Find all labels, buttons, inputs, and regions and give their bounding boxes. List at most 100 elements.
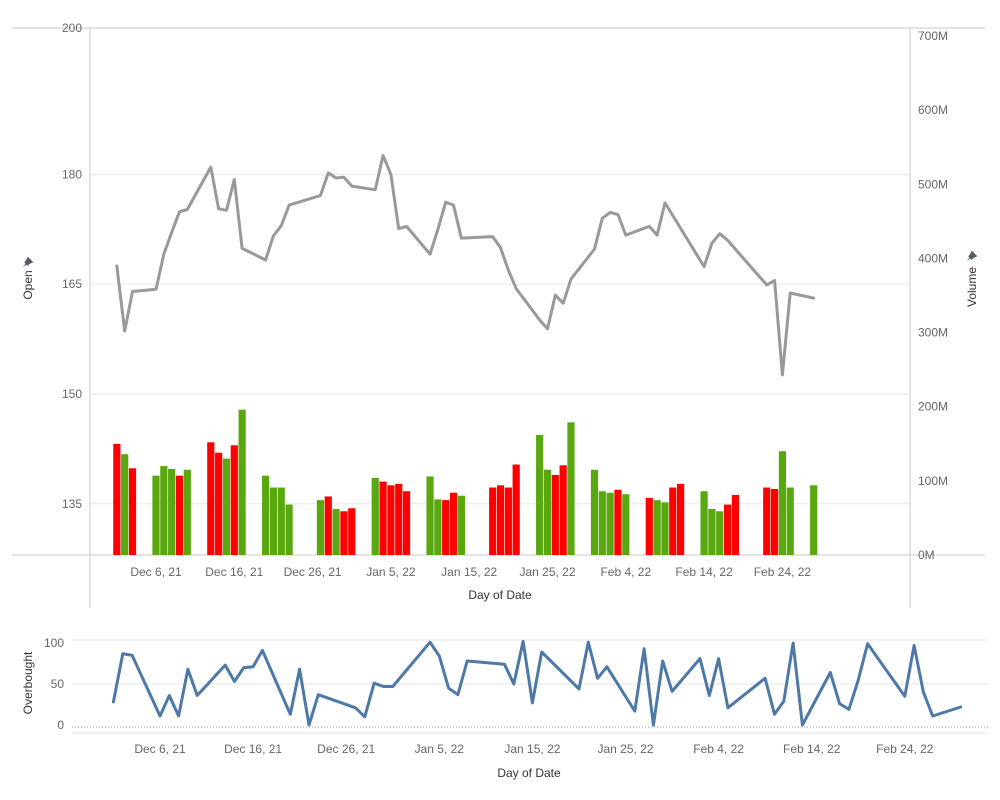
y-tick-label-left: 200 <box>62 21 82 35</box>
volume-bar <box>324 496 332 555</box>
volume-bar <box>332 509 340 555</box>
y-tick-label: 100 <box>44 636 64 650</box>
volume-bar <box>113 443 121 555</box>
x-tick-label: Jan 25, 22 <box>519 565 575 579</box>
x-tick-label: Dec 16, 21 <box>224 742 282 756</box>
x-tick-label: Jan 25, 22 <box>597 742 653 756</box>
volume-bar <box>567 422 575 555</box>
y-tick-label-left: 180 <box>62 167 82 181</box>
pin-icon[interactable] <box>20 256 34 270</box>
volume-bars <box>113 409 818 555</box>
x-tick-label: Jan 5, 22 <box>415 742 465 756</box>
pin-shape <box>22 256 34 268</box>
open-line-path <box>115 153 816 377</box>
volume-bar <box>371 477 379 555</box>
y-tick-label-right: 600M <box>918 103 948 117</box>
x-tick-label: Feb 14, 22 <box>675 565 733 579</box>
y-tick-label-right: 300M <box>918 326 948 340</box>
volume-bar <box>160 466 168 555</box>
volume-bar <box>810 485 818 555</box>
volume-bar <box>496 485 505 555</box>
volume-bar <box>598 491 606 555</box>
volume-bar <box>207 442 215 555</box>
volume-bar <box>770 489 779 555</box>
volume-bar <box>622 494 630 555</box>
volume-bar <box>442 500 450 555</box>
volume-bar <box>222 458 231 555</box>
x-tick-label: Feb 24, 22 <box>876 742 934 756</box>
volume-bar <box>536 434 544 555</box>
volume-bar <box>731 494 740 555</box>
volume-bar <box>269 487 278 555</box>
volume-bar <box>175 475 184 555</box>
volume-bar <box>434 499 442 555</box>
y-axis-title-volume: Volume <box>965 267 979 307</box>
y-tick-label-left: 165 <box>62 277 82 291</box>
overbought-line <box>111 639 963 727</box>
volume-bar <box>457 495 465 555</box>
overbought-chart: 100 50 0 Dec 6, 21 Dec 16, 21 Dec 26, 21 Jan 5… <box>21 636 988 780</box>
x-tick-label: Dec 26, 21 <box>284 565 342 579</box>
tick-labels: 100 50 0 Dec 6, 21 Dec 16, 21 Dec 26, 21 Jan 5… <box>44 636 934 756</box>
volume-bar <box>121 454 129 555</box>
volume-bar <box>653 500 661 555</box>
volume-bar <box>285 504 293 555</box>
x-tick-label: Jan 15, 22 <box>441 565 497 579</box>
volume-bar <box>402 491 411 555</box>
y-axis-title-open: Open <box>21 270 35 299</box>
volume-bar <box>387 485 395 555</box>
volume-bar <box>778 451 786 555</box>
volume-bar <box>763 487 771 555</box>
x-tick-label: Dec 6, 21 <box>134 742 186 756</box>
volume-bar <box>379 481 387 555</box>
volume-bar <box>128 468 137 555</box>
volume-bar <box>723 504 732 555</box>
volume-bar <box>716 511 724 555</box>
y-tick-label-right: 0M <box>918 548 935 562</box>
y-axis-title-overbought: Overbought <box>21 651 35 714</box>
pin-icon[interactable] <box>964 250 978 264</box>
volume-bar <box>590 469 599 555</box>
volume-bar <box>661 502 669 555</box>
volume-bar <box>348 508 356 555</box>
volume-bar <box>395 483 403 555</box>
volume-bar <box>489 487 497 555</box>
volume-bar <box>238 409 246 555</box>
x-tick-label: Dec 6, 21 <box>130 565 182 579</box>
y-tick-label-left: 135 <box>62 497 82 511</box>
volume-bar <box>700 491 708 555</box>
y-tick-label-left: 150 <box>62 387 82 401</box>
volume-bar <box>316 500 325 555</box>
volume-bar <box>551 474 559 555</box>
overbought-line-path <box>111 639 963 727</box>
y-tick-label-right: 500M <box>918 177 948 191</box>
volume-bar <box>230 445 238 555</box>
volume-bar <box>426 476 434 555</box>
x-axis-title: Day of Date <box>497 766 561 780</box>
gridlines <box>90 27 910 505</box>
tick-labels: 200 180 165 150 135 0M 100M 200M 300M 400M 500M 600… <box>62 21 948 579</box>
x-tick-label: Jan 5, 22 <box>366 565 416 579</box>
volume-bar <box>152 475 160 555</box>
volume-bar <box>183 469 191 555</box>
volume-bar <box>786 487 794 555</box>
x-tick-label: Dec 16, 21 <box>205 565 263 579</box>
volume-bar <box>262 475 270 555</box>
volume-bar <box>559 465 567 555</box>
volume-bar <box>215 452 223 555</box>
y-tick-label: 0 <box>57 718 64 732</box>
y-tick-label-right: 100M <box>918 474 948 488</box>
pin-shape <box>966 250 978 262</box>
volume-bar <box>449 492 458 555</box>
x-tick-label: Feb 4, 22 <box>693 742 744 756</box>
volume-bar <box>543 469 552 555</box>
volume-bar <box>512 464 520 555</box>
volume-bar <box>708 509 716 555</box>
x-tick-label: Jan 15, 22 <box>504 742 560 756</box>
y-tick-label: 50 <box>51 677 65 691</box>
volume-bar <box>677 483 685 555</box>
volume-bar <box>168 468 176 555</box>
y-tick-label-right: 400M <box>918 251 948 265</box>
volume-bar <box>669 487 677 555</box>
